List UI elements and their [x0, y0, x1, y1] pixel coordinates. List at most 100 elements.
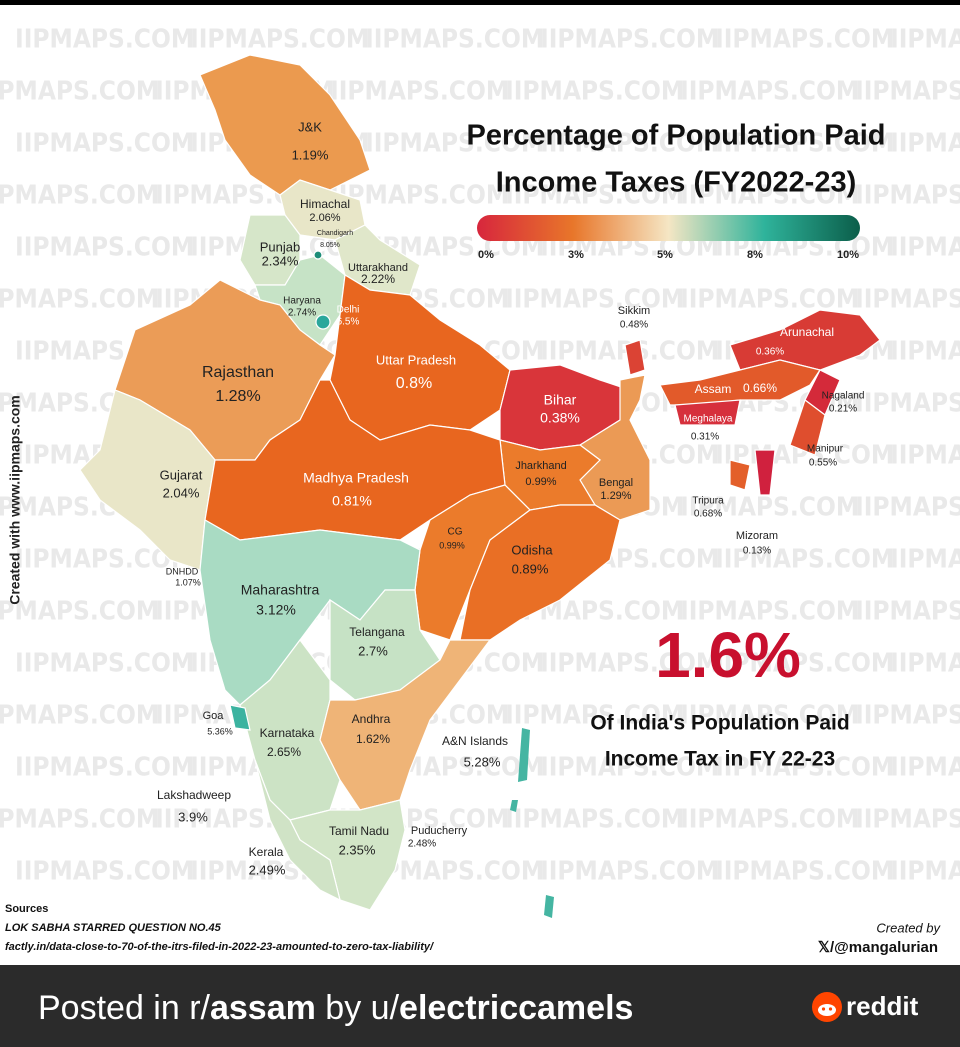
svg-text:2.7%: 2.7% [358, 643, 388, 658]
svg-text:Kerala: Kerala [249, 845, 284, 859]
watermark: IIPMAPS.COM [890, 545, 960, 575]
watermark: IIPMAPS.COM [540, 753, 719, 783]
watermark: IIPMAPS.COM [715, 649, 894, 679]
svg-text:2.22%: 2.22% [361, 272, 395, 286]
watermark: IIPMAPS.COM [365, 25, 544, 55]
credit-label: Created by [876, 920, 941, 935]
svg-text:A&N Islands: A&N Islands [442, 734, 508, 748]
region-shape [789, 399, 826, 456]
legend-tick-label: 10% [837, 249, 859, 261]
region-shape [754, 449, 776, 496]
svg-text:0.55%: 0.55% [809, 458, 837, 469]
svg-text:0.38%: 0.38% [540, 410, 580, 426]
svg-text:Assam: Assam [695, 382, 732, 396]
svg-text:3.9%: 3.9% [178, 809, 208, 824]
watermark: IIPMAPS.COM [855, 805, 960, 835]
watermark: IIPMAPS.COM [855, 181, 960, 211]
map-image: IIPMAPS.COMIIPMAPS.COMIIPMAPS.COMIIPMAPS… [0, 0, 960, 965]
svg-text:0.89%: 0.89% [512, 561, 549, 576]
title: Percentage of Population Paid [467, 120, 886, 152]
region-shape [79, 389, 216, 571]
svg-text:1.29%: 1.29% [600, 490, 631, 502]
svg-text:2.49%: 2.49% [249, 862, 286, 877]
svg-text:J&K: J&K [298, 119, 322, 134]
map [79, 54, 881, 918]
region-shape [510, 800, 518, 812]
headline-value: 1.6% [655, 619, 801, 691]
svg-text:6.5%: 6.5% [337, 317, 360, 328]
watermark: IIPMAPS.COM [680, 285, 859, 315]
footer-text: Posted in r/ [38, 989, 210, 1027]
svg-text:Meghalaya: Meghalaya [684, 414, 733, 425]
post-info: Posted in r/assam by u/electriccamels [38, 989, 633, 1028]
region-shape [229, 704, 251, 731]
watermark: IIPMAPS.COM [680, 493, 859, 523]
watermark: IIPMAPS.COM [0, 597, 159, 627]
watermark: IIPMAPS.COM [505, 701, 684, 731]
legend-tick-label: 3% [568, 249, 584, 261]
svg-text:0.99%: 0.99% [525, 476, 556, 488]
region-shape [254, 759, 341, 902]
reddit-brand: reddit [846, 991, 919, 1021]
legend-tick-label: 5% [657, 249, 673, 261]
top-bar [0, 0, 960, 5]
svg-text:Lakshadweep: Lakshadweep [157, 788, 231, 802]
watermark: IIPMAPS.COM [680, 805, 859, 835]
svg-text:2.06%: 2.06% [309, 212, 340, 224]
svg-text:2.04%: 2.04% [163, 485, 200, 500]
svg-text:0.66%: 0.66% [743, 381, 777, 395]
svg-text:Puducherry: Puducherry [411, 825, 468, 837]
svg-text:1.19%: 1.19% [292, 147, 329, 162]
watermark: IIPMAPS.COM [0, 805, 159, 835]
watermark: IIPMAPS.COM [330, 77, 509, 107]
watermark: IIPMAPS.COM [365, 129, 544, 159]
svg-text:Delhi: Delhi [337, 305, 360, 316]
svg-text:CG: CG [448, 527, 463, 538]
svg-text:0.36%: 0.36% [756, 347, 784, 358]
credit-handle: 𝕏/@mangalurian [818, 939, 938, 956]
svg-text:DNHDD: DNHDD [166, 566, 199, 576]
watermark: IIPMAPS.COM [15, 233, 194, 263]
watermark: IIPMAPS.COM [855, 285, 960, 315]
subreddit[interactable]: assam [209, 989, 316, 1027]
watermark: IIPMAPS.COM [855, 597, 960, 627]
watermark: IIPMAPS.COM [890, 337, 960, 367]
watermark: IIPMAPS.COM [890, 649, 960, 679]
reddit-logo: reddit [812, 991, 918, 1022]
svg-text:Sikkim: Sikkim [618, 305, 650, 317]
svg-text:Chandigarh: Chandigarh [317, 230, 353, 237]
watermark: IIPMAPS.COM [890, 233, 960, 263]
watermark: IIPMAPS.COM [680, 77, 859, 107]
watermark: IIPMAPS.COM [855, 701, 960, 731]
svg-text:5.36%: 5.36% [207, 726, 233, 736]
watermark: IIPMAPS.COM [190, 25, 369, 55]
watermark: IIPMAPS.COM [0, 701, 159, 731]
watermark: IIPMAPS.COM [890, 129, 960, 159]
svg-text:Uttarakhand: Uttarakhand [348, 262, 408, 274]
watermark: IIPMAPS.COM [15, 753, 194, 783]
svg-text:5.28%: 5.28% [464, 754, 501, 769]
svg-text:Tripura: Tripura [692, 496, 724, 507]
region-shape [624, 339, 646, 376]
source: factly.in/data-close-to-70-of-the-itrs-f… [5, 941, 435, 953]
region-shape [315, 314, 331, 330]
svg-text:Punjab: Punjab [260, 239, 300, 254]
watermark: IIPMAPS.COM [680, 597, 859, 627]
source: LOK SABHA STARRED QUESTION NO.45 [5, 922, 222, 934]
svg-text:Telangana: Telangana [349, 625, 405, 639]
svg-text:Bihar: Bihar [544, 392, 577, 408]
sources-heading: Sources [5, 903, 48, 915]
watermark: IIPMAPS.COM [715, 129, 894, 159]
username[interactable]: electriccamels [399, 989, 634, 1027]
svg-text:0.8%: 0.8% [396, 375, 432, 392]
watermark: IIPMAPS.COM [855, 77, 960, 107]
watermark: IIPMAPS.COM [15, 649, 194, 679]
watermark: IIPMAPS.COM [15, 129, 194, 159]
watermark: IIPMAPS.COM [855, 493, 960, 523]
svg-text:0.31%: 0.31% [691, 432, 719, 443]
svg-text:Jharkhand: Jharkhand [515, 460, 566, 472]
side-note: Created with www.iipmaps.com [7, 395, 23, 605]
svg-text:3.12%: 3.12% [256, 602, 296, 618]
watermark: IIPMAPS.COM [890, 857, 960, 887]
